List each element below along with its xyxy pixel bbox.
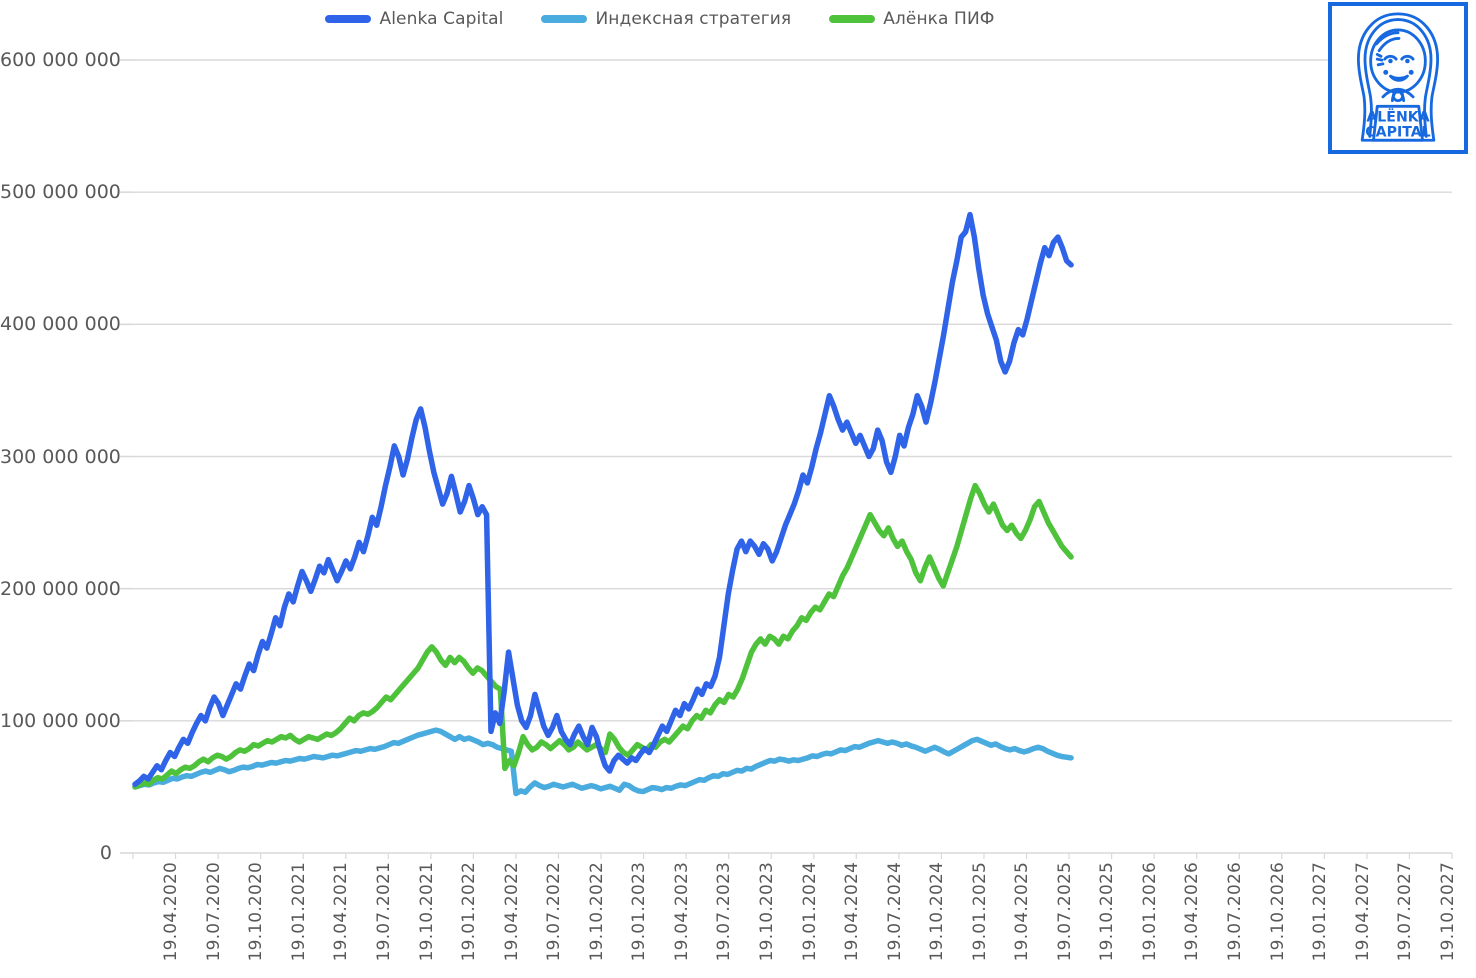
x-axis-tick-label: 19.07.2021 bbox=[374, 862, 395, 962]
x-axis-tick-label: 19.10.2026 bbox=[1267, 862, 1288, 962]
y-axis-tick-label: 0 bbox=[99, 842, 112, 864]
y-axis-tick-label: 600 000 000 bbox=[0, 49, 121, 71]
x-axis-tick-label: 19.07.2022 bbox=[544, 862, 565, 962]
x-axis-tick-label: 19.04.2027 bbox=[1352, 862, 1373, 962]
legend-swatch-alenka_pif bbox=[829, 15, 876, 23]
series-line-Алёнка ПИФ bbox=[132, 482, 1074, 790]
chart-legend: Alenka Capital Индексная стратегия Алёнка … bbox=[0, 4, 1320, 34]
logo-text-line1: ALËNKA bbox=[1366, 108, 1429, 125]
x-axis-tick-label: 19.04.2025 bbox=[1012, 862, 1033, 962]
legend-item-index_strategy[interactable]: Индексная стратегия bbox=[541, 9, 791, 29]
legend-item-alenka_capital[interactable]: Alenka Capital bbox=[325, 9, 503, 29]
legend-label-alenka_pif: Алёнка ПИФ bbox=[883, 9, 995, 29]
series-line-Alenka Capital bbox=[132, 211, 1074, 788]
legend-label-index_strategy: Индексная стратегия bbox=[595, 9, 792, 29]
x-axis-tick-label: 19.01.2026 bbox=[1139, 862, 1160, 962]
x-axis-tick-label: 19.10.2025 bbox=[1097, 862, 1118, 962]
x-axis-tick-label: 19.04.2021 bbox=[331, 862, 352, 962]
x-axis-tick-label: 19.07.2020 bbox=[203, 862, 224, 962]
x-axis-tick-label: 19.07.2026 bbox=[1224, 862, 1245, 962]
x-axis-tick-label: 19.07.2025 bbox=[1054, 862, 1075, 962]
x-axis-tick-label: 19.01.2021 bbox=[288, 862, 309, 962]
x-axis-tick-label: 19.04.2020 bbox=[161, 862, 182, 962]
y-axis-tick-label: 500 000 000 bbox=[0, 181, 121, 204]
legend-item-alenka_pif[interactable]: Алёнка ПИФ bbox=[829, 9, 994, 29]
x-axis-tick-label: 19.10.2022 bbox=[586, 862, 607, 962]
x-axis-tick-label: 19.01.2024 bbox=[799, 862, 820, 962]
x-axis-tick-label: 19.10.2023 bbox=[756, 862, 777, 962]
x-axis-tick-label: 19.07.2023 bbox=[714, 862, 735, 962]
y-axis-tick-label: 400 000 000 bbox=[0, 313, 121, 336]
x-axis-tick-label: 19.04.2023 bbox=[671, 862, 692, 962]
y-axis-tick-label: 200 000 000 bbox=[0, 577, 121, 600]
logo-text-line2: CAPITAL bbox=[1365, 124, 1430, 140]
legend-label-alenka_capital: Alenka Capital bbox=[379, 9, 504, 29]
x-axis-tick-label: 19.01.2023 bbox=[629, 862, 650, 962]
x-axis-tick-label: 19.04.2024 bbox=[842, 862, 863, 962]
legend-swatch-alenka_capital bbox=[325, 15, 372, 23]
x-axis-tick-label: 19.04.2026 bbox=[1182, 862, 1203, 962]
x-axis-tick-label: 19.01.2025 bbox=[969, 862, 990, 962]
brand-logo: ALËNKA CAPITAL bbox=[1328, 2, 1468, 154]
x-axis-tick-label: 19.07.2027 bbox=[1395, 862, 1416, 962]
legend-swatch-index_strategy bbox=[541, 15, 588, 23]
y-axis-tick-label: 100 000 000 bbox=[0, 709, 121, 732]
series-line-Индексная стратегия bbox=[132, 727, 1074, 797]
x-axis-tick-label: 19.01.2027 bbox=[1310, 862, 1331, 962]
x-axis-tick-label: 19.01.2022 bbox=[459, 862, 480, 962]
x-axis-tick-label: 19.04.2022 bbox=[501, 862, 522, 962]
x-axis-tick-label: 19.10.2027 bbox=[1437, 862, 1458, 962]
y-axis-tick-label: 300 000 000 bbox=[0, 445, 121, 468]
x-axis-tick-label: 19.10.2020 bbox=[246, 862, 267, 962]
x-axis-tick-label: 19.10.2021 bbox=[416, 862, 437, 962]
x-axis-tick-label: 19.10.2024 bbox=[927, 862, 948, 962]
x-axis-tick-label: 19.07.2024 bbox=[884, 862, 905, 962]
